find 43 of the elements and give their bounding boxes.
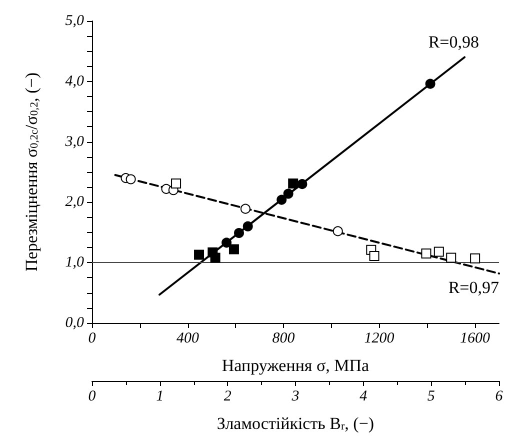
annotation: R=0,97 [448, 278, 500, 298]
y-tick-label: 3,0 [64, 134, 84, 150]
point [425, 78, 436, 89]
y-tick-label: 2,0 [65, 194, 84, 210]
y-tick-label: 1,0 [65, 254, 84, 271]
point [470, 253, 480, 264]
point [234, 228, 244, 238]
x-tick-label: 400 [176, 330, 200, 346]
point [283, 188, 294, 199]
point [242, 221, 253, 232]
point [332, 226, 343, 236]
point [446, 252, 456, 263]
x2-axis-title: Зламостійкість Br, (−) [216, 414, 374, 433]
point [210, 252, 220, 263]
x-tick-label: 1600 [460, 330, 491, 346]
annotation: R=0,98 [428, 32, 479, 52]
x2-tick-label: 5 [427, 388, 436, 404]
y-tick-label: 0,0 [65, 315, 84, 331]
x-axis-title: Напруження σ, МПа [222, 356, 370, 375]
point [171, 178, 182, 188]
x2-tick-label: 0 [88, 388, 96, 404]
x-tick-label: 1200 [364, 330, 395, 346]
x2-tick-label: 2 [224, 388, 232, 404]
point [228, 244, 239, 254]
point [222, 238, 232, 248]
x-tick-label: 0 [88, 330, 96, 346]
x2-tick-label: 3 [290, 388, 300, 404]
x-tick-label: 800 [272, 330, 296, 346]
point [276, 194, 287, 205]
point [194, 250, 204, 260]
point [240, 204, 250, 214]
point [421, 248, 432, 259]
x2-tick-label: 1 [156, 388, 164, 404]
point [434, 246, 444, 257]
x2-tick-label: 4 [360, 388, 368, 404]
point [288, 178, 298, 188]
y-axis-title: Перезміцнення σ0,2c/σ0,2, (−) [22, 72, 41, 272]
point [369, 250, 380, 261]
point [126, 174, 136, 184]
point [297, 179, 308, 190]
y-tick-label: 5,0 [65, 13, 84, 29]
y-tick-label: 4,0 [65, 73, 84, 90]
x2-tick-label: 6 [495, 388, 504, 404]
